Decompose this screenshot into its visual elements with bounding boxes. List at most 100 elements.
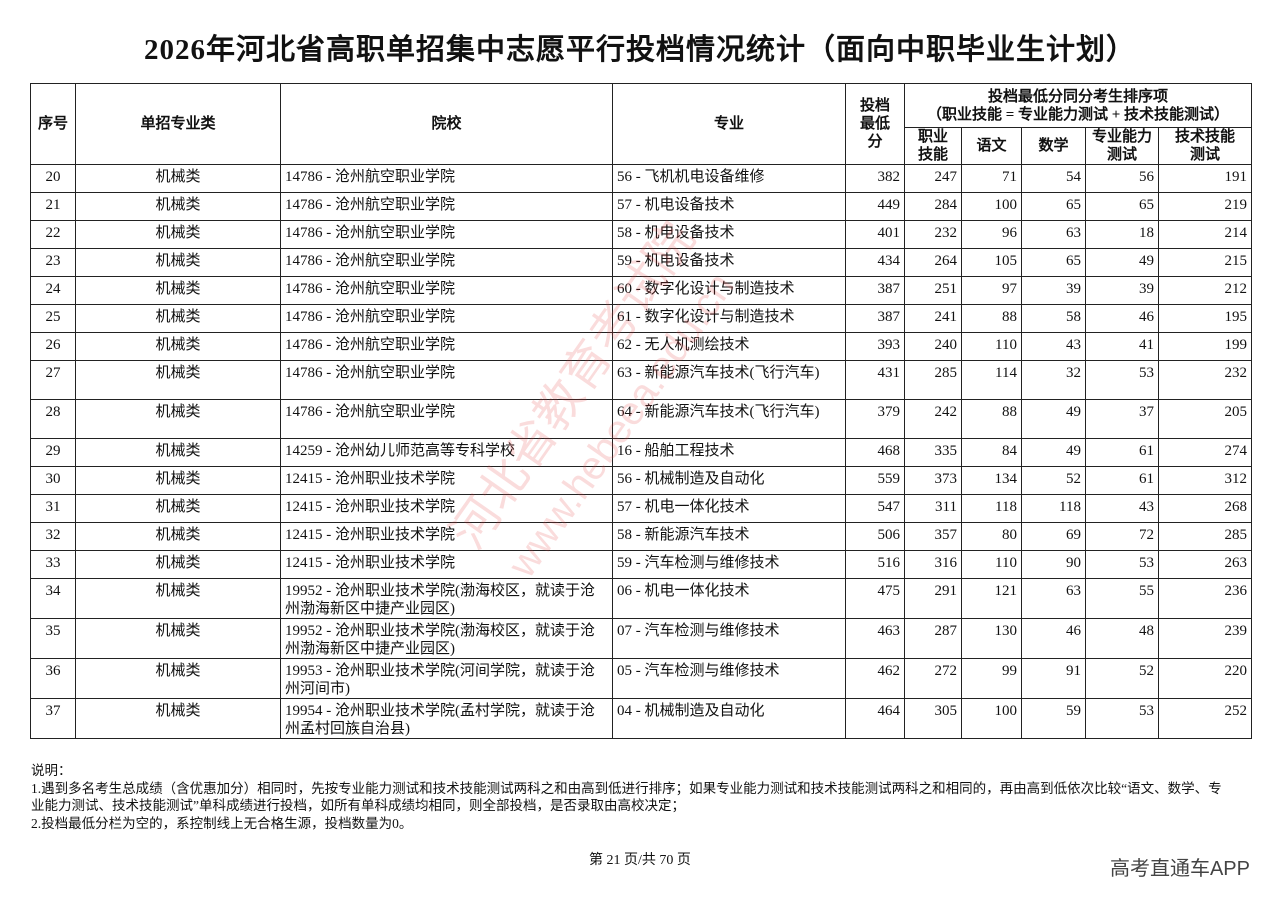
table-row: 36 机械类 19953 - 沧州职业技术学院(河间学院，就读于沧州河间市) 05 -… [30,658,1253,699]
cell-professional: 49 [1085,248,1159,277]
cell-school: 19954 - 沧州职业技术学院(孟村学院，就读于沧州孟村回族自治县) [280,698,613,739]
cell-seq: 27 [30,360,76,400]
header-seq: 序号 [30,83,76,165]
cell-professional: 61 [1085,438,1159,467]
cell-min-score: 468 [845,438,905,467]
cell-major: 60 - 数字化设计与制造技术 [612,276,846,305]
cell-chinese: 118 [961,494,1022,523]
cell-major: 58 - 机电设备技术 [612,220,846,249]
note-2: 2.投档最低分栏为空的，系控制线上无合格生源，投档数量为0。 [31,815,413,831]
cell-professional: 39 [1085,276,1159,305]
brand-label: 高考直通车APP [1109,858,1250,880]
cell-professional: 53 [1085,360,1159,400]
cell-professional: 55 [1085,578,1159,619]
cell-vocational: 284 [904,192,962,221]
table-row: 20 机械类 14786 - 沧州航空职业学院 56 - 飞机机电设备维修 382 247… [30,164,1253,193]
cell-technical: 195 [1157,304,1253,333]
cell-school: 14786 - 沧州航空职业学院 [280,276,613,305]
cell-technical: 191 [1157,164,1253,193]
cell-category: 机械类 [75,578,281,619]
cell-chinese: 71 [961,164,1022,193]
cell-category: 机械类 [75,466,281,495]
table-row: 25 机械类 14786 - 沧州航空职业学院 61 - 数字化设计与制造技术 387 2… [30,304,1253,333]
cell-school: 12415 - 沧州职业技术学院 [280,494,613,523]
cell-category: 机械类 [75,248,281,277]
cell-category: 机械类 [75,399,281,439]
cell-vocational: 264 [904,248,962,277]
cell-category: 机械类 [75,332,281,361]
cell-major: 57 - 机电设备技术 [612,192,846,221]
cell-math: 65 [1021,192,1086,221]
cell-seq: 35 [30,618,76,659]
table-row: 27 机械类 14786 - 沧州航空职业学院 63 - 新能源汽车技术(飞行汽车) 4… [30,360,1253,400]
cell-professional: 53 [1085,698,1159,739]
cell-chinese: 88 [961,304,1022,333]
table-row: 34 机械类 19952 - 沧州职业技术学院(渤海校区，就读于沧州渤海新区中捷产业… [30,578,1253,619]
cell-math: 32 [1021,360,1086,400]
cell-professional: 46 [1085,304,1159,333]
header-category: 单招专业类 [75,83,281,165]
cell-min-score: 463 [845,618,905,659]
cell-major: 07 - 汽车检测与维修技术 [612,618,846,659]
page-number: 第 21 页/共 70 页 [589,853,691,868]
cell-professional: 43 [1085,494,1159,523]
cell-major: 56 - 飞机机电设备维修 [612,164,846,193]
cell-math: 49 [1021,438,1086,467]
cell-math: 90 [1021,550,1086,579]
cell-chinese: 100 [961,192,1022,221]
cell-seq: 24 [30,276,76,305]
cell-school: 14786 - 沧州航空职业学院 [280,360,613,400]
table-row: 23 机械类 14786 - 沧州航空职业学院 59 - 机电设备技术 434 264 10… [30,248,1253,277]
cell-school: 12415 - 沧州职业技术学院 [280,466,613,495]
cell-math: 54 [1021,164,1086,193]
cell-category: 机械类 [75,550,281,579]
table-row: 31 机械类 12415 - 沧州职业技术学院 57 - 机电一体化技术 547 311 1… [30,494,1253,523]
cell-vocational: 305 [904,698,962,739]
cell-seq: 22 [30,220,76,249]
cell-chinese: 96 [961,220,1022,249]
table-row: 32 机械类 12415 - 沧州职业技术学院 58 - 新能源汽车技术 506 357 8… [30,522,1253,551]
cell-math: 59 [1021,698,1086,739]
cell-technical: 212 [1157,276,1253,305]
cell-seq: 29 [30,438,76,467]
cell-school: 19953 - 沧州职业技术学院(河间学院，就读于沧州河间市) [280,658,613,699]
cell-technical: 219 [1157,192,1253,221]
cell-major: 56 - 机械制造及自动化 [612,466,846,495]
cell-professional: 53 [1085,550,1159,579]
cell-school: 12415 - 沧州职业技术学院 [280,522,613,551]
cell-major: 64 - 新能源汽车技术(飞行汽车) [612,399,846,439]
header-technical: 技术技能测试 [1157,127,1253,165]
note-1: 1.遇到多名考生总成绩（含优惠加分）相同时，先按专业能力测试和技术技能测试两科之… [31,780,1222,814]
cell-vocational: 251 [904,276,962,305]
table-row: 28 机械类 14786 - 沧州航空职业学院 64 - 新能源汽车技术(飞行汽车) 3… [30,399,1253,439]
cell-min-score: 506 [845,522,905,551]
cell-math: 46 [1021,618,1086,659]
cell-vocational: 242 [904,399,962,439]
cell-major: 05 - 汽车检测与维修技术 [612,658,846,699]
cell-vocational: 291 [904,578,962,619]
cell-category: 机械类 [75,276,281,305]
table-row: 37 机械类 19954 - 沧州职业技术学院(孟村学院，就读于沧州孟村回族自治县)… [30,698,1253,739]
cell-seq: 30 [30,466,76,495]
table-row: 24 机械类 14786 - 沧州航空职业学院 60 - 数字化设计与制造技术 387 2… [30,276,1253,305]
cell-category: 机械类 [75,438,281,467]
cell-seq: 32 [30,522,76,551]
cell-min-score: 434 [845,248,905,277]
cell-major: 06 - 机电一体化技术 [612,578,846,619]
cell-vocational: 335 [904,438,962,467]
cell-chinese: 134 [961,466,1022,495]
cell-chinese: 110 [961,332,1022,361]
cell-chinese: 110 [961,550,1022,579]
cell-math: 63 [1021,578,1086,619]
cell-technical: 236 [1157,578,1253,619]
cell-seq: 21 [30,192,76,221]
cell-professional: 65 [1085,192,1159,221]
notes-heading: 说明： [31,763,72,778]
header-tiebreak-formula: （职业技能 = 专业能力测试 + 技术技能测试） [926,106,1230,123]
header-school: 院校 [280,83,613,165]
admission-table: 序号 单招专业类 院校 专业 投档最低分 投档最低分同分考生排序项 （职业技能 … [30,83,1253,739]
notes: 说明： 1.遇到多名考生总成绩（含优惠加分）相同时，先按专业能力测试和技术技能测… [31,762,1231,832]
cell-chinese: 130 [961,618,1022,659]
cell-math: 39 [1021,276,1086,305]
cell-math: 65 [1021,248,1086,277]
